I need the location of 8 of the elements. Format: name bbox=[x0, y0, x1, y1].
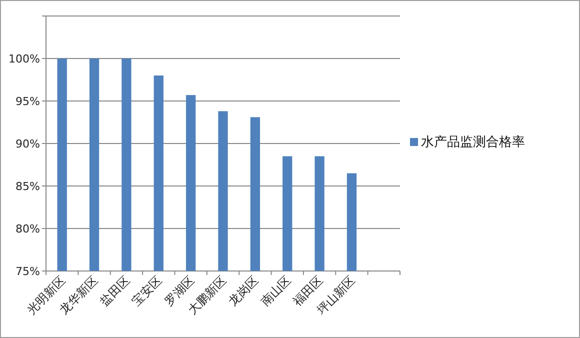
y-tick-label: 95% bbox=[16, 95, 40, 108]
x-tick-label: 宝安区 bbox=[129, 273, 165, 309]
y-tick-label: 100% bbox=[8, 52, 40, 66]
legend-label: 水产品监测合格率 bbox=[421, 134, 525, 149]
y-tick-label: 75% bbox=[16, 265, 40, 278]
y-tick-label: 85% bbox=[16, 180, 40, 193]
y-tick-label: 90% bbox=[16, 138, 40, 150]
y-tick-label: 80% bbox=[16, 222, 40, 236]
